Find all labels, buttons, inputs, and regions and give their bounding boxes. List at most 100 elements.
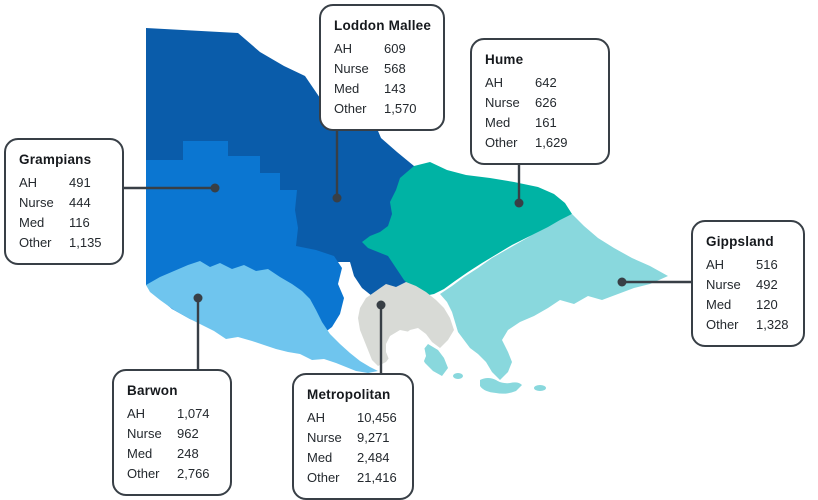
callout-title: Gippsland — [706, 234, 774, 249]
island-3 — [534, 385, 546, 391]
connector-dot — [376, 300, 386, 310]
stat-label: Other — [706, 317, 739, 332]
stat-label: Nurse — [706, 277, 741, 292]
stat-row: AH 642 — [485, 73, 595, 93]
stat-row: Med 120 — [706, 295, 790, 315]
stat-value: 642 — [535, 75, 557, 90]
stat-value: 626 — [535, 95, 557, 110]
stat-label: Nurse — [485, 95, 520, 110]
callout-hume: Hume AH 642 Nurse 626 Med 161 Other 1,629 — [470, 38, 610, 165]
stat-label: Nurse — [334, 61, 369, 76]
stat-value: 516 — [756, 257, 778, 272]
stat-row: Med 116 — [19, 213, 109, 233]
stat-label: Med — [307, 450, 333, 465]
island-1 — [453, 373, 463, 379]
region-gippsland-peninsula — [420, 344, 448, 376]
connector-dot — [514, 198, 524, 208]
stat-value: 1,629 — [535, 135, 568, 150]
connector-dot — [193, 293, 203, 303]
connector-dot — [210, 183, 220, 193]
stat-label: Other — [485, 135, 518, 150]
stat-label: Med — [334, 81, 360, 96]
stat-label: Other — [127, 466, 160, 481]
stat-row: Nurse 626 — [485, 93, 595, 113]
stat-row: AH 1,074 — [127, 404, 217, 424]
stat-row: Nurse 492 — [706, 275, 790, 295]
stat-row: AH 516 — [706, 255, 790, 275]
stat-value: 444 — [69, 195, 91, 210]
stat-row: Med 248 — [127, 444, 217, 464]
stat-label: AH — [127, 406, 146, 421]
stat-value: 2,484 — [357, 450, 390, 465]
stat-label: Med — [19, 215, 45, 230]
callout-connector-gippsland — [617, 277, 693, 287]
callout-title: Metropolitan — [307, 387, 391, 402]
stat-row: Med 2,484 — [307, 448, 399, 468]
callout-connector-barwon — [193, 293, 203, 371]
stat-label: Nurse — [127, 426, 162, 441]
callout-metropolitan: Metropolitan AH 10,456 Nurse 9,271 Med 2,48… — [292, 373, 414, 500]
stat-value: 21,416 — [357, 470, 397, 485]
stat-value: 10,456 — [357, 410, 397, 425]
stat-row: Other 1,570 — [334, 99, 430, 119]
stat-value: 1,074 — [177, 406, 210, 421]
stat-row: Other 2,766 — [127, 464, 217, 484]
island-2 — [480, 378, 522, 394]
stat-label: Other — [307, 470, 340, 485]
callout-title: Hume — [485, 52, 524, 67]
stat-row: Nurse 9,271 — [307, 428, 399, 448]
stat-label: Other — [19, 235, 52, 250]
stat-value: 962 — [177, 426, 199, 441]
stat-value: 120 — [756, 297, 778, 312]
stat-row: Other 1,135 — [19, 233, 109, 253]
stat-value: 568 — [384, 61, 406, 76]
stat-row: AH 10,456 — [307, 408, 399, 428]
stat-value: 161 — [535, 115, 557, 130]
stat-label: AH — [706, 257, 725, 272]
stat-row: Other 21,416 — [307, 468, 399, 488]
callout-barwon: Barwon AH 1,074 Nurse 962 Med 248 Other 2,76… — [112, 369, 232, 496]
stat-row: Other 1,328 — [706, 315, 790, 335]
callout-title: Loddon Mallee — [334, 18, 432, 33]
stat-row: AH 609 — [334, 39, 430, 59]
stat-value: 2,766 — [177, 466, 210, 481]
stat-label: Med — [127, 446, 153, 461]
stat-label: AH — [19, 175, 38, 190]
region-gippsland — [440, 214, 668, 380]
stat-value: 143 — [384, 81, 406, 96]
stat-value: 1,135 — [69, 235, 102, 250]
stat-value: 9,271 — [357, 430, 390, 445]
connector-dot — [617, 277, 627, 287]
stat-value: 609 — [384, 41, 406, 56]
stat-label: Other — [334, 101, 367, 116]
stat-label: Nurse — [19, 195, 54, 210]
stat-value: 492 — [756, 277, 778, 292]
callout-connector-metropolitan — [376, 300, 386, 376]
callout-loddon-mallee: Loddon Mallee AH 609 Nurse 568 Med 143 Othe… — [319, 4, 445, 131]
stat-label: Nurse — [307, 430, 342, 445]
stat-value: 1,570 — [384, 101, 417, 116]
stat-value: 491 — [69, 175, 91, 190]
stat-label: AH — [307, 410, 326, 425]
stat-row: Med 143 — [334, 79, 430, 99]
callout-grampians: Grampians AH 491 Nurse 444 Med 116 Other 1,1… — [4, 138, 124, 265]
stat-row: Nurse 444 — [19, 193, 109, 213]
stat-label: AH — [334, 41, 353, 56]
stat-row: Other 1,629 — [485, 133, 595, 153]
stat-row: Med 161 — [485, 113, 595, 133]
stat-value: 1,328 — [756, 317, 789, 332]
stat-label: Med — [485, 115, 511, 130]
stat-row: AH 491 — [19, 173, 109, 193]
callout-connector-grampians — [123, 183, 220, 193]
stat-row: Nurse 568 — [334, 59, 430, 79]
stat-value: 116 — [69, 215, 90, 230]
callout-title: Grampians — [19, 152, 92, 167]
port-phillip-bay — [386, 330, 426, 374]
region-barwon — [146, 261, 378, 373]
stat-value: 248 — [177, 446, 199, 461]
callout-gippsland: Gippsland AH 516 Nurse 492 Med 120 Other 1,3… — [691, 220, 805, 347]
callout-title: Barwon — [127, 383, 178, 398]
stat-label: AH — [485, 75, 504, 90]
